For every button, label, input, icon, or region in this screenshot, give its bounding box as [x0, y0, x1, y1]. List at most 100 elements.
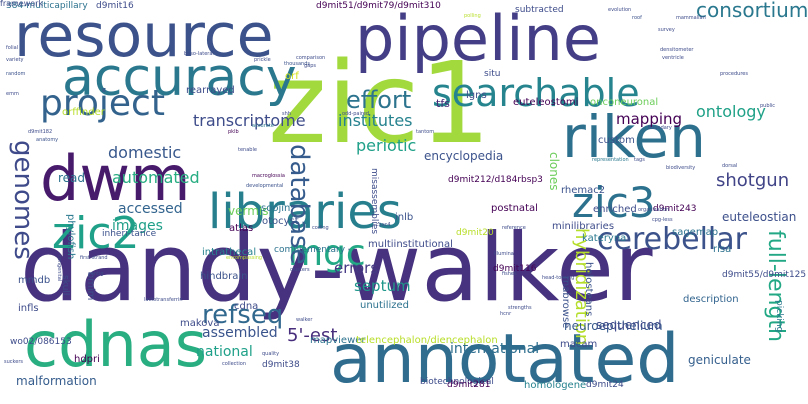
cloud-word: euteleostian — [722, 210, 797, 224]
cloud-word: kateryna — [582, 233, 627, 244]
cloud-word: national — [196, 344, 253, 360]
cloud-word: mapping — [616, 110, 683, 128]
cloud-word: sagemap — [672, 227, 719, 238]
cloud-word: malformation — [16, 374, 97, 388]
cloud-word: 5'-est — [287, 325, 338, 346]
cloud-word: tenable — [238, 147, 257, 153]
cloud-word: coding — [312, 225, 329, 231]
cloud-word: cdnas — [24, 308, 208, 381]
cloud-word: pklb — [228, 129, 239, 135]
cloud-word: domestic — [108, 143, 182, 162]
cloud-word: ontology — [696, 102, 766, 121]
cloud-word: accuracy — [62, 48, 297, 108]
cloud-word: shh — [282, 111, 291, 117]
cloud-word: boundary — [648, 125, 672, 131]
cloud-word: comparison — [296, 55, 326, 61]
cloud-word: skull — [60, 275, 70, 296]
cloud-word: pipeline — [355, 2, 601, 75]
cloud-word: first-strand — [80, 255, 108, 261]
cloud-word: septum — [354, 277, 411, 295]
cloud-word: tfs — [436, 97, 450, 110]
cloud-word: densitometer — [660, 47, 694, 53]
cloud-word: mmdb — [18, 275, 51, 286]
cloud-word: situ — [484, 69, 501, 79]
cloud-word: searchable — [432, 71, 640, 115]
cloud-word: misassemblies — [369, 168, 379, 235]
cloud-word: d9mit51/d9mit79/d9mit310 — [316, 1, 441, 11]
cloud-word: variety — [6, 57, 24, 63]
cloud-word: cdna — [234, 301, 259, 312]
cloud-word: lactotransferrin — [144, 297, 183, 303]
cloud-word: intrathecal — [202, 247, 257, 258]
cloud-word: 384-multicapillary — [6, 1, 88, 11]
cloud-word: mapviewer — [310, 335, 366, 346]
cloud-word: framework — [0, 0, 44, 8]
cloud-word: geniculate — [688, 353, 751, 367]
cloud-word: roof — [632, 15, 642, 21]
cloud-word: onconeuronal — [590, 97, 659, 108]
cloud-word: suckers — [4, 359, 23, 365]
cloud-word: macroglossia — [252, 173, 285, 179]
cloud-word: inlb — [395, 212, 414, 223]
cloud-word: atlas — [229, 223, 254, 234]
cloud-word: hdpri — [74, 354, 100, 365]
cloud-word: public — [760, 103, 776, 109]
cloud-word: biodiversity — [666, 165, 696, 171]
cloud-word: images — [112, 218, 163, 234]
cloud-word: rearrayed — [186, 85, 235, 96]
cloud-word: phylofish — [65, 214, 76, 260]
cloud-word: genomes — [8, 140, 38, 260]
cloud-word: complementary — [274, 245, 346, 255]
cloud-word: hindbrain — [200, 271, 248, 282]
cloud-word: reference — [502, 225, 526, 231]
cloud-word: cxxc4 — [376, 222, 391, 228]
cloud-word: vermis — [228, 204, 269, 218]
cloud-word: orffinder — [62, 107, 105, 118]
cloud-word: folial — [6, 45, 19, 51]
cloud-word: periotic — [356, 136, 417, 155]
cloud-word: automated — [112, 168, 200, 187]
cloud-word: random — [6, 71, 26, 77]
cloud-word: mgc — [288, 233, 366, 274]
cloud-word: cerebellar — [597, 222, 747, 257]
cloud-word: unutilized — [360, 300, 410, 311]
cloud-word: head-tossing — [542, 275, 575, 281]
cloud-word: contig — [88, 271, 104, 277]
cloud-word: anatomy — [36, 137, 59, 143]
cloud-word: libraries — [208, 184, 402, 240]
cloud-word: read — [58, 171, 86, 185]
cloud-word: euteleostomi — [513, 97, 579, 108]
cloud-word: d9mit281 — [447, 380, 491, 390]
cloud-word: minilibraries — [552, 221, 615, 232]
cloud-word: subtracted — [515, 5, 564, 15]
cloud-word: d9mit55/d9mit125 — [722, 270, 807, 280]
cloud-word: annotated — [330, 320, 680, 399]
cloud-word: organization — [638, 207, 670, 213]
cloud-word: consortium — [696, 0, 808, 22]
cloud-word: hybridization — [571, 228, 592, 346]
cloud-word: dwm — [40, 142, 191, 215]
cloud-word: neuroepithelium — [564, 319, 663, 333]
cloud-word: biotechnological — [420, 377, 494, 387]
cloud-word: dandy-walker — [20, 214, 653, 323]
cloud-word: tags — [634, 157, 645, 163]
cloud-word: procedures — [720, 71, 748, 77]
cloud-word: emm — [6, 91, 19, 97]
cloud-word: database — [284, 144, 314, 265]
cloud-word: ventricle — [662, 55, 684, 61]
cloud-word: mammalian — [676, 15, 706, 21]
cloud-word: description — [683, 294, 739, 305]
cloud-word: infls — [18, 303, 39, 314]
cloud-word: transcriptome — [193, 111, 306, 130]
cloud-word: walker — [296, 317, 313, 323]
cloud-word: encyclopedia — [424, 149, 504, 163]
cloud-word: representation — [592, 157, 629, 163]
cloud-word: accurate — [252, 123, 274, 129]
cloud-word: refseq — [202, 300, 284, 330]
cloud-word: wo02/086153 — [10, 337, 72, 347]
cloud-word: rhemac2 — [561, 185, 606, 196]
cloud-word: dorsal — [722, 163, 738, 169]
cloud-word: fishes — [502, 271, 517, 277]
cloud-word: effort — [346, 86, 412, 114]
